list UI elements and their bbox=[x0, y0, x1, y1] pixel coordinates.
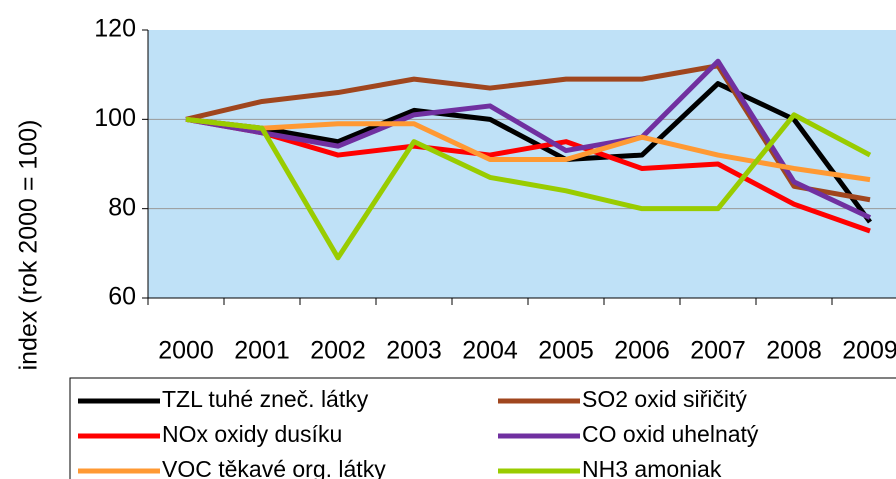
x-tick-label: 2006 bbox=[614, 337, 670, 365]
series-line bbox=[185, 112, 872, 261]
legend-label: VOC těkavé org. látky bbox=[162, 456, 386, 479]
series-line bbox=[185, 81, 873, 224]
x-tick-label: 2008 bbox=[766, 337, 822, 365]
series-line bbox=[185, 116, 871, 234]
x-tick-label: 2005 bbox=[538, 337, 594, 365]
x-tick-label: 2007 bbox=[690, 337, 746, 365]
x-tick-label: 2004 bbox=[462, 337, 518, 365]
x-tick-label: 2000 bbox=[158, 337, 214, 365]
y-tick-label: 120 bbox=[94, 15, 136, 43]
y-tick-label: 100 bbox=[94, 104, 136, 132]
legend-label: SO2 oxid siřičitý bbox=[582, 386, 747, 412]
y-tick-label: 60 bbox=[108, 283, 136, 311]
y-axis-label: index (rok 2000 = 100) bbox=[15, 120, 43, 371]
series-line bbox=[185, 58, 872, 220]
y-tick-label: 80 bbox=[108, 193, 136, 221]
legend-label: NH3 amoniak bbox=[582, 456, 722, 479]
x-tick-label: 2003 bbox=[386, 337, 442, 365]
x-tick-label: 2001 bbox=[234, 337, 290, 365]
legend-label: TZL tuhé zneč. látky bbox=[162, 386, 369, 412]
legend-label: CO oxid uhelnatý bbox=[582, 421, 759, 447]
x-tick-label: 2009 bbox=[842, 337, 896, 365]
x-tick-label: 2002 bbox=[310, 337, 366, 365]
legend-label: NOx oxidy dusíku bbox=[162, 421, 342, 447]
legend bbox=[69, 377, 896, 479]
